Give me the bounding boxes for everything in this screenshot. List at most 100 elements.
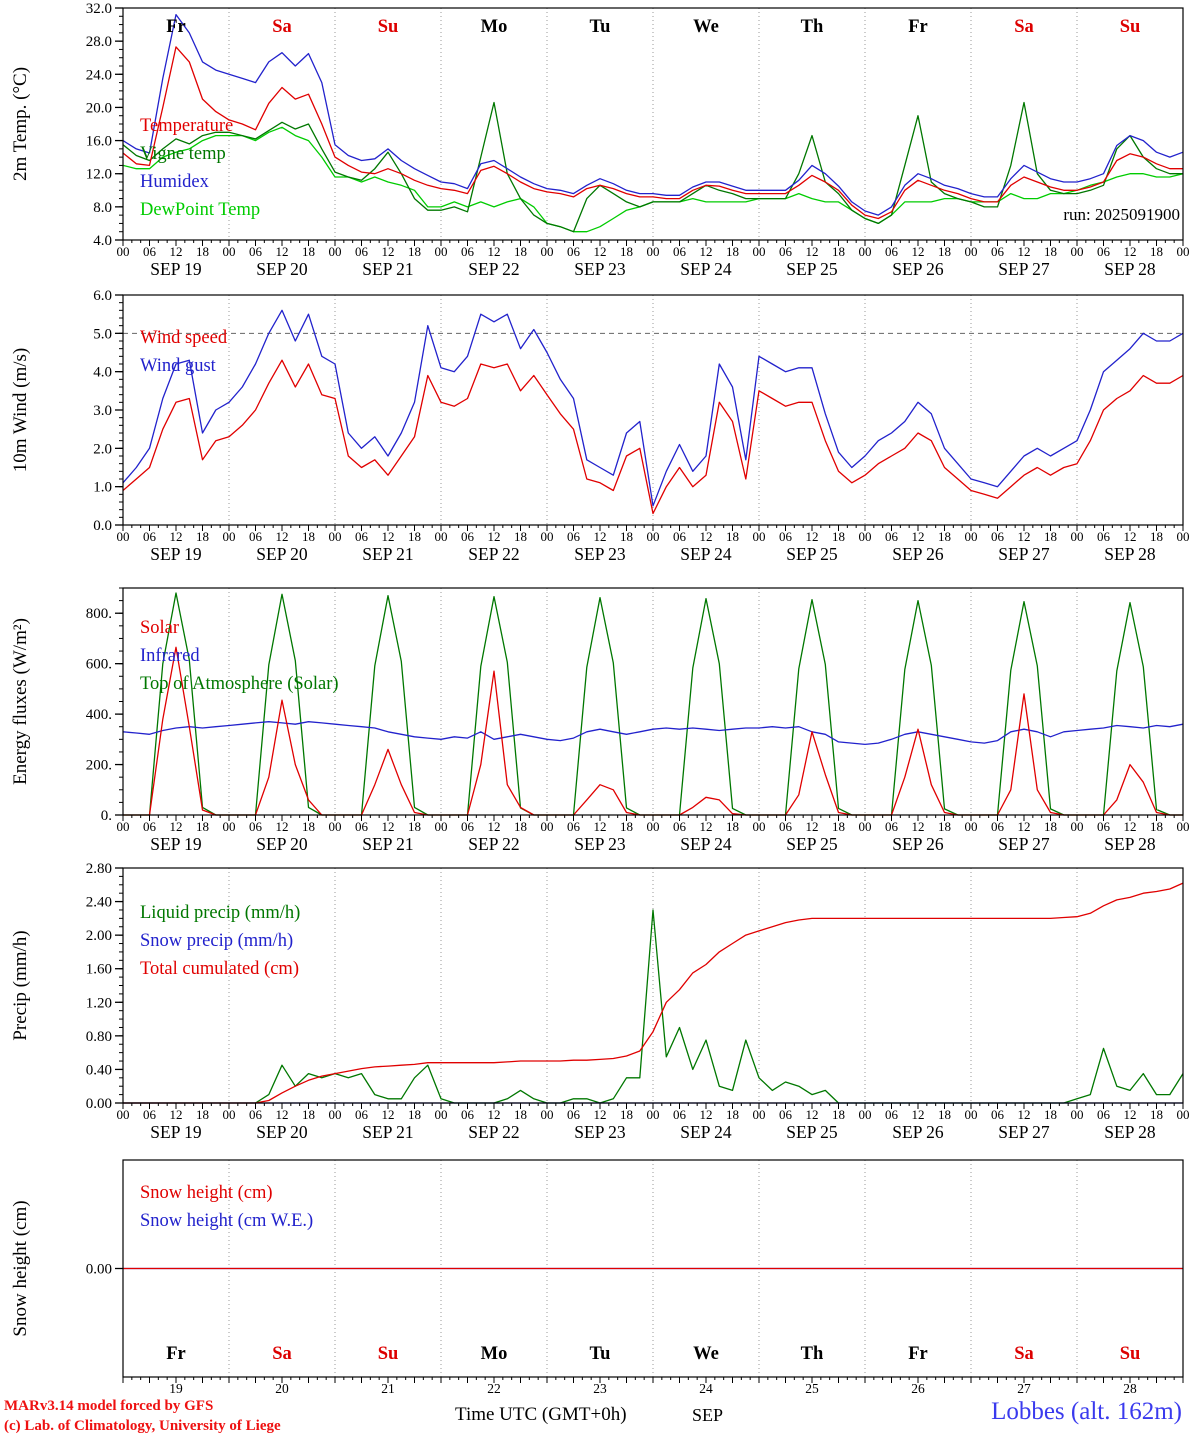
- y-tick-label: 6.0: [93, 288, 112, 304]
- date-label: SEP 21: [362, 259, 413, 279]
- time-axis-title: Time UTC (GMT+0h): [455, 1404, 627, 1425]
- panel-temperature: 4.0 8.0 12.0 16.0 20.0 24.0 28.0 32.0 00 06 12 18 00…: [10, 1, 1190, 279]
- hour-tick-label: 06: [461, 819, 475, 834]
- date-label: SEP 22: [468, 259, 519, 279]
- hour-tick-label: 12: [488, 819, 501, 834]
- hour-tick-label: 06: [779, 529, 793, 544]
- hour-tick-label: 12: [806, 244, 819, 259]
- hour-tick-label: 06: [885, 244, 899, 259]
- hour-tick-label: 00: [223, 244, 236, 259]
- legend-wind-gust: Wind gust: [140, 356, 217, 376]
- hour-tick-label: 00: [965, 529, 978, 544]
- hour-tick-label: 00: [1177, 819, 1190, 834]
- hour-tick-label: 06: [991, 244, 1005, 259]
- y-tick-label: 1.20: [86, 995, 112, 1011]
- hour-tick-label: 18: [620, 1107, 633, 1122]
- day-number-label: 26: [911, 1381, 925, 1396]
- legend-snow-height: Snow height (cm): [140, 1183, 273, 1203]
- hour-tick-label: 18: [196, 529, 209, 544]
- hour-tick-label: 06: [249, 529, 263, 544]
- y-axis-title-temperature: 2m Temp. (°C): [10, 67, 31, 181]
- series-humidex-line: [122, 13, 1184, 216]
- y-axis-title-wind: 10m Wind (m/s): [10, 348, 31, 473]
- panel-frame: [122, 294, 1184, 526]
- day-number-label: 28: [1123, 1381, 1137, 1396]
- hour-tick-label: 18: [1150, 244, 1163, 259]
- hour-tick-label: 06: [461, 529, 475, 544]
- y-tick-label: 800.: [86, 606, 112, 622]
- hour-tick-label: 06: [673, 1107, 687, 1122]
- date-label: SEP 22: [468, 834, 519, 854]
- day-number-label: 27: [1017, 1381, 1031, 1396]
- hour-tick-label: 00: [1071, 244, 1084, 259]
- hour-tick-label: 00: [647, 244, 660, 259]
- hour-tick-label: 12: [170, 244, 183, 259]
- hour-tick-label: 18: [620, 529, 633, 544]
- hour-tick-label: 00: [329, 819, 342, 834]
- weekday-label: Sa: [1014, 17, 1034, 37]
- hour-tick-label: 00: [1071, 819, 1084, 834]
- hour-tick-label: 00: [117, 244, 130, 259]
- hour-tick-label: 18: [1044, 819, 1057, 834]
- y-tick-label: 600.: [86, 657, 112, 673]
- date-label: SEP 25: [786, 834, 838, 854]
- day-number-label: 19: [169, 1381, 183, 1396]
- hour-tick-label: 06: [567, 529, 581, 544]
- y-axis-title-precip: Precip (mm/h): [10, 930, 31, 1040]
- hour-tick-label: 00: [435, 819, 448, 834]
- hour-tick-label: 12: [382, 819, 395, 834]
- hour-tick-label: 12: [1018, 819, 1031, 834]
- hour-tick-label: 12: [700, 529, 713, 544]
- hour-tick-label: 18: [1044, 1107, 1057, 1122]
- legend-snow-height-we: Snow height (cm W.E.): [140, 1211, 313, 1231]
- hour-tick-label: 12: [806, 1107, 819, 1122]
- date-label: SEP 19: [150, 834, 202, 854]
- hour-tick-label: 18: [1150, 1107, 1163, 1122]
- hour-tick-label: 06: [143, 819, 157, 834]
- series-temperature-line: [122, 46, 1183, 220]
- hour-tick-label: 00: [965, 1107, 978, 1122]
- day-number-label: 25: [805, 1381, 819, 1396]
- hour-tick-label: 18: [726, 529, 739, 544]
- weekday-label: Su: [378, 1344, 399, 1364]
- hour-tick-label: 06: [355, 1107, 369, 1122]
- day-number-label: 23: [593, 1381, 607, 1396]
- hour-tick-label: 12: [488, 244, 501, 259]
- y-tick-label: 4.0: [93, 233, 112, 249]
- series-wind-gust-line: [122, 309, 1184, 507]
- legend-liquid-precip: Liquid precip (mm/h): [140, 903, 300, 923]
- y-tick-label: 1.60: [86, 962, 112, 978]
- date-label: SEP 24: [680, 259, 732, 279]
- hour-tick-label: 18: [514, 1107, 527, 1122]
- date-label: SEP 23: [574, 834, 626, 854]
- date-label: SEP 23: [574, 259, 626, 279]
- date-label: SEP 21: [362, 544, 413, 564]
- hour-tick-label: 00: [1071, 1107, 1084, 1122]
- hour-tick-label: 00: [859, 819, 872, 834]
- date-label: SEP 26: [892, 259, 944, 279]
- month-label: SEP: [692, 1405, 724, 1425]
- weekday-label: Tu: [590, 17, 611, 37]
- hour-tick-label: 00: [1177, 244, 1190, 259]
- weekday-label: We: [693, 17, 719, 37]
- hour-tick-label: 00: [541, 244, 554, 259]
- series-infrared-line: [122, 721, 1184, 746]
- hour-tick-label: 18: [832, 1107, 845, 1122]
- hour-tick-label: 18: [938, 244, 951, 259]
- date-label: SEP 24: [680, 834, 732, 854]
- panel-wind: 0.0 1.0 2.0 3.0 4.0 5.0 6.0 00 06 12 18 00 06 12 18 00 0…: [10, 288, 1190, 564]
- date-label: SEP 19: [150, 1122, 202, 1142]
- y-tick-label: 2.0: [93, 441, 112, 457]
- y-tick-label: 0.40: [86, 1062, 112, 1078]
- hour-tick-label: 00: [117, 1107, 130, 1122]
- date-label: SEP 25: [786, 544, 838, 564]
- hour-tick-label: 00: [541, 1107, 554, 1122]
- hour-tick-label: 06: [779, 819, 793, 834]
- date-label: SEP 28: [1104, 834, 1156, 854]
- y-tick-label: 0.80: [86, 1029, 112, 1045]
- date-label: SEP 20: [256, 834, 308, 854]
- hour-tick-label: 18: [1150, 529, 1163, 544]
- hour-tick-label: 12: [594, 1107, 607, 1122]
- hour-tick-label: 06: [673, 244, 687, 259]
- y-tick-label: 4.0: [93, 365, 112, 381]
